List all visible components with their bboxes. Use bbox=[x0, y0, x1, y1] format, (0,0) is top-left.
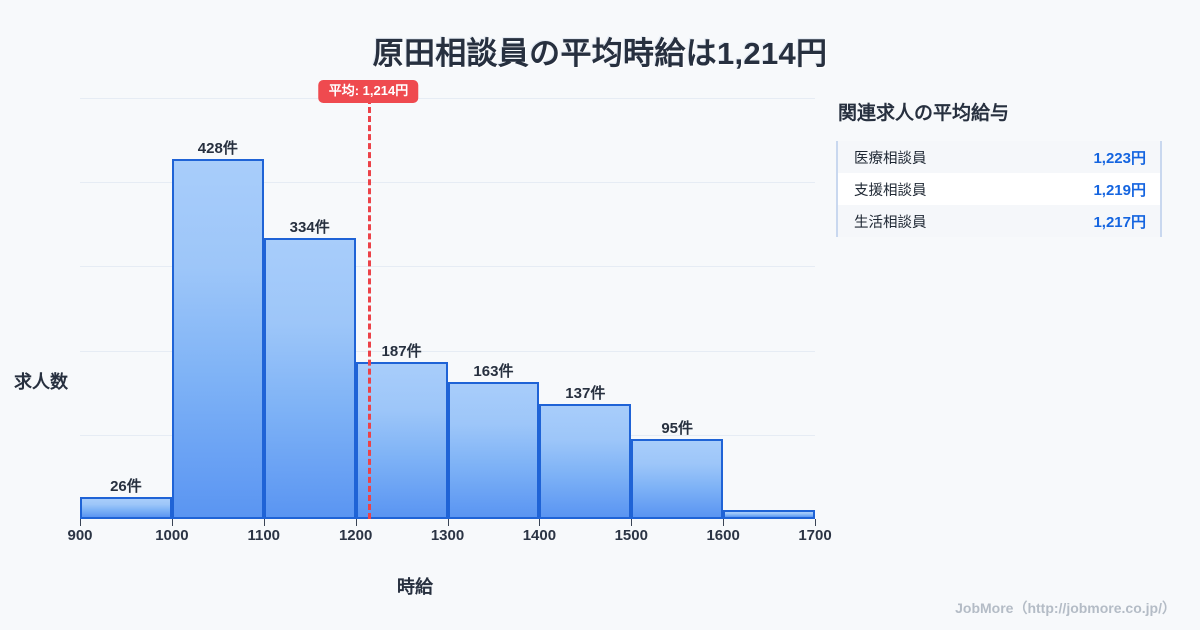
page-title: 原田相談員の平均時給は1,214円 bbox=[372, 36, 828, 71]
bar[interactable] bbox=[723, 509, 815, 519]
x-tick-label: 1200 bbox=[338, 527, 373, 544]
bar-value-label: 334件 bbox=[289, 218, 330, 236]
bar-value-label: 428件 bbox=[197, 139, 238, 157]
table-row-label: 医療相談員 bbox=[854, 150, 927, 167]
plot-area: 26件 428件 334件 187件 163件 137件 95件 900 1000 1100 12… bbox=[67, 80, 832, 544]
table-row[interactable]: 支援相談員 1,219円 bbox=[838, 173, 1160, 205]
x-tick bbox=[80, 519, 81, 526]
bar-value-label: 26件 bbox=[110, 478, 142, 496]
related-salary-table: 医療相談員 1,223円支援相談員 1,219円生活相談員 1,217円 bbox=[836, 141, 1162, 237]
x-tick-label: 1100 bbox=[247, 527, 281, 544]
histogram-chart: 求人数 26件 428件 334件 187件 163件 137件 95件 900 1000 11… bbox=[0, 80, 832, 544]
bar-value-label: 187件 bbox=[381, 342, 422, 360]
related-salary-panel: 関連求人の平均給与 医療相談員 1,223円支援相談員 1,219円生活相談員 1,2… bbox=[836, 98, 1166, 237]
table-row[interactable]: 生活相談員 1,217円 bbox=[838, 205, 1160, 237]
table-row-label: 支援相談員 bbox=[854, 182, 927, 199]
average-badge: 平均: 1,214円 bbox=[318, 80, 419, 104]
x-tick-label: 1700 bbox=[798, 527, 832, 544]
gridline bbox=[80, 98, 815, 99]
table-row-value: 1,219円 bbox=[1093, 181, 1146, 199]
gridline bbox=[80, 350, 815, 352]
watermark: JobMore（http://jobmore.co.jp/） bbox=[955, 600, 1176, 616]
x-tick bbox=[539, 519, 541, 526]
bar[interactable] bbox=[631, 439, 724, 519]
gridline bbox=[80, 182, 815, 184]
bar-value-label: 95件 bbox=[661, 420, 694, 437]
x-tick bbox=[263, 519, 265, 526]
bar[interactable] bbox=[171, 158, 264, 519]
bar[interactable] bbox=[80, 497, 172, 519]
x-tick-label: 1000 bbox=[155, 527, 189, 544]
x-tick bbox=[815, 519, 816, 526]
related-salary-title: 関連求人の平均給与 bbox=[838, 103, 1010, 124]
x-tick-label: 1300 bbox=[430, 527, 465, 544]
x-tick-label: 1500 bbox=[614, 527, 648, 544]
x-tick-label: 1400 bbox=[522, 527, 557, 544]
y-axis-title: 求人数 bbox=[14, 372, 68, 392]
bar-value-label: 163件 bbox=[473, 362, 514, 380]
x-axis-title: 時給 bbox=[397, 577, 433, 597]
x-tick-label: 1600 bbox=[706, 527, 740, 544]
x-tick bbox=[447, 519, 449, 526]
x-tick-label: 900 bbox=[67, 527, 93, 544]
table-row-value: 1,217円 bbox=[1093, 213, 1146, 231]
table-row[interactable]: 医療相談員 1,223円 bbox=[838, 141, 1160, 173]
gridline bbox=[80, 266, 815, 268]
bar[interactable] bbox=[539, 403, 632, 519]
bar[interactable] bbox=[263, 237, 356, 519]
x-tick bbox=[631, 519, 633, 526]
bar[interactable] bbox=[447, 381, 540, 519]
x-tick bbox=[723, 519, 725, 526]
x-tick bbox=[171, 519, 173, 526]
table-row-value: 1,223円 bbox=[1093, 149, 1146, 167]
average-line bbox=[368, 98, 372, 519]
table-row-label: 生活相談員 bbox=[854, 214, 927, 231]
bar-value-label: 137件 bbox=[565, 384, 606, 402]
x-tick bbox=[355, 519, 357, 526]
